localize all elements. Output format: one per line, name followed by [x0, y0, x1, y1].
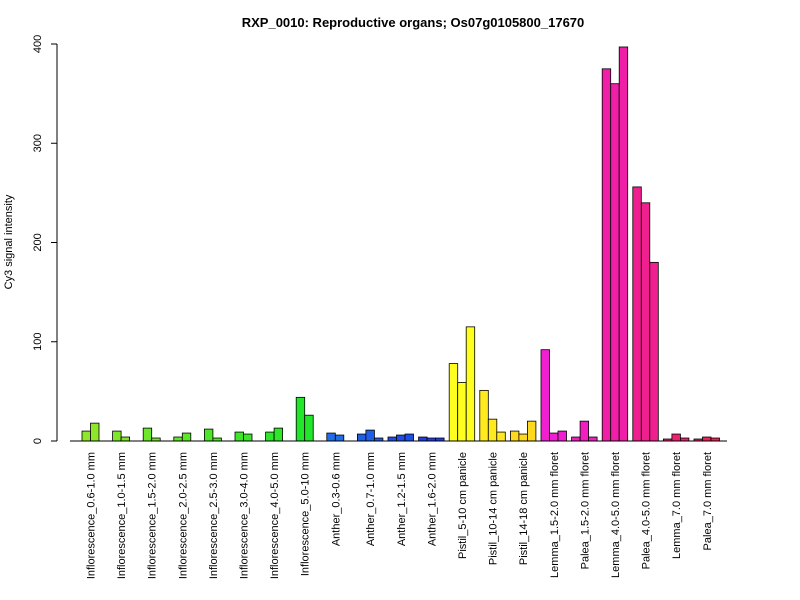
- bar: [487, 418, 498, 442]
- bar: [571, 436, 581, 442]
- bar: [509, 430, 520, 442]
- bar: [579, 420, 589, 442]
- bar: [702, 436, 712, 442]
- x-tick-label: Palea_1.5-2.0 mm floret: [579, 452, 591, 569]
- bar: [649, 261, 659, 442]
- x-tick-label: Palea_7.0 mm floret: [702, 452, 714, 550]
- x-tick-label: Inflorescence_0.6-1.0 mm: [86, 452, 98, 579]
- x-tick-label: Anther_1.2-1.5 mm: [396, 452, 408, 546]
- x-axis-labels: Inflorescence_0.6-1.0 mm Inflorescence_1.…: [86, 452, 714, 579]
- x-tick-label: Anther_0.3-0.6 mm: [330, 452, 342, 546]
- x-tick-label: Inflorescence_1.5-2.0 mm: [147, 452, 159, 579]
- x-tick-label: Pistil_14-18 cm panicle: [518, 452, 530, 565]
- x-tick-label: Pistil_5-10 cm panicle: [457, 452, 469, 559]
- bar: [418, 436, 428, 442]
- y-tick-label: 100: [32, 333, 44, 351]
- chart-title: RXP_0010: Reproductive organs; Os07g0105…: [242, 15, 585, 30]
- bar: [365, 429, 375, 442]
- bar: [549, 432, 559, 442]
- x-tick-label: Inflorescence_2.0-2.5 mm: [177, 452, 189, 579]
- bar: [518, 433, 528, 442]
- x-tick-label: Pistil_10-14 cm panicle: [488, 452, 500, 565]
- y-tick-label: 200: [32, 233, 44, 251]
- x-tick-label: Anther_1.6-2.0 mm: [426, 452, 438, 546]
- bar: [142, 427, 153, 442]
- bar: [112, 430, 122, 442]
- x-tick-label: Inflorescence_5.0-10 mm: [300, 452, 312, 576]
- x-tick-label: Lemma_7.0 mm floret: [671, 452, 683, 559]
- bar: [173, 436, 183, 442]
- x-tick-label: Palea_4.0-5.0 mm floret: [641, 452, 653, 569]
- bar: [610, 83, 620, 442]
- bar: [632, 186, 642, 442]
- bar: [588, 436, 598, 442]
- x-tick-label: Inflorescence_4.0-5.0 mm: [269, 452, 281, 579]
- bar: [243, 433, 253, 442]
- bar: [120, 436, 130, 442]
- bars: [81, 46, 720, 442]
- bar: [527, 420, 537, 442]
- y-axis-label: Cy3 signal intensity: [3, 194, 15, 289]
- bar: [387, 436, 397, 442]
- bar: [557, 430, 567, 442]
- x-tick-label: Lemma_1.5-2.0 mm floret: [549, 452, 561, 578]
- bar: [465, 326, 476, 442]
- bar: [448, 363, 459, 442]
- bar: [234, 431, 244, 442]
- bar: [671, 433, 681, 442]
- y-tick-label: 0: [32, 438, 44, 444]
- bar: [618, 46, 629, 442]
- bar: [540, 349, 550, 442]
- bar: [601, 68, 612, 442]
- bar: [81, 430, 91, 442]
- bar: [334, 434, 345, 442]
- bar: [203, 428, 214, 442]
- bar: [90, 422, 100, 442]
- y-tick-label: 400: [32, 35, 44, 53]
- bar: [640, 202, 651, 442]
- y-tick-label: 300: [32, 134, 44, 152]
- bar: [273, 427, 284, 442]
- bar: [181, 432, 192, 442]
- x-tick-label: Anther_0.7-1.0 mm: [365, 452, 377, 546]
- bar: [457, 382, 467, 442]
- bar: [304, 414, 314, 442]
- bar: [295, 396, 306, 442]
- bar: [356, 433, 367, 442]
- x-tick-label: Inflorescence_2.5-3.0 mm: [208, 452, 220, 579]
- x-tick-label: Inflorescence_3.0-4.0 mm: [239, 452, 251, 579]
- bar: [479, 389, 489, 442]
- bar: [396, 434, 406, 442]
- bar: [496, 431, 506, 442]
- bar: [265, 431, 275, 442]
- x-tick-label: Inflorescence_1.0-1.5 mm: [116, 452, 128, 579]
- x-tick-label: Lemma_4.0-5.0 mm floret: [610, 452, 622, 578]
- bar: [326, 432, 336, 442]
- y-axis: 0 100 200 300 400: [32, 35, 58, 444]
- bar: [404, 433, 414, 442]
